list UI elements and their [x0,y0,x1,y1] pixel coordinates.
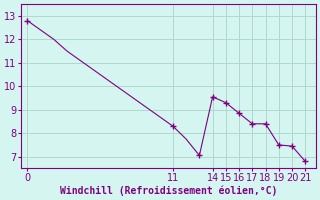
X-axis label: Windchill (Refroidissement éolien,°C): Windchill (Refroidissement éolien,°C) [60,185,277,196]
